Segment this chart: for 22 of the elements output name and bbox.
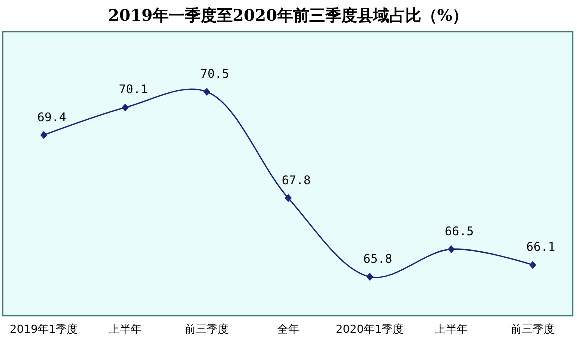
point <box>448 245 455 254</box>
x-tick-label: 上半年 <box>109 323 142 336</box>
data-label: 70.5 <box>200 67 230 81</box>
x-tick-label: 前三季度 <box>511 323 555 336</box>
x-tick-label: 上半年 <box>435 323 468 336</box>
point <box>122 104 129 112</box>
data-label: 69.4 <box>38 110 66 124</box>
data-label: 65.8 <box>364 252 392 266</box>
data-label: 70.1 <box>119 82 148 97</box>
point <box>40 131 48 140</box>
point <box>204 88 210 96</box>
point <box>366 273 374 281</box>
x-tick-label: 2020年1季度 <box>336 323 404 336</box>
chart-title: 2019年一季度至2020年前三季度县域占比（%） <box>108 6 469 25</box>
x-tick-label: 全年 <box>278 323 300 336</box>
point <box>285 194 292 202</box>
data-label: 66.5 <box>445 224 474 238</box>
point <box>530 261 536 270</box>
x-tick-label: 前三季度 <box>185 323 229 336</box>
data-label: 67.8 <box>282 173 311 188</box>
data-label: 66.1 <box>526 240 556 254</box>
x-tick-label: 2019年1季度 <box>10 323 78 336</box>
